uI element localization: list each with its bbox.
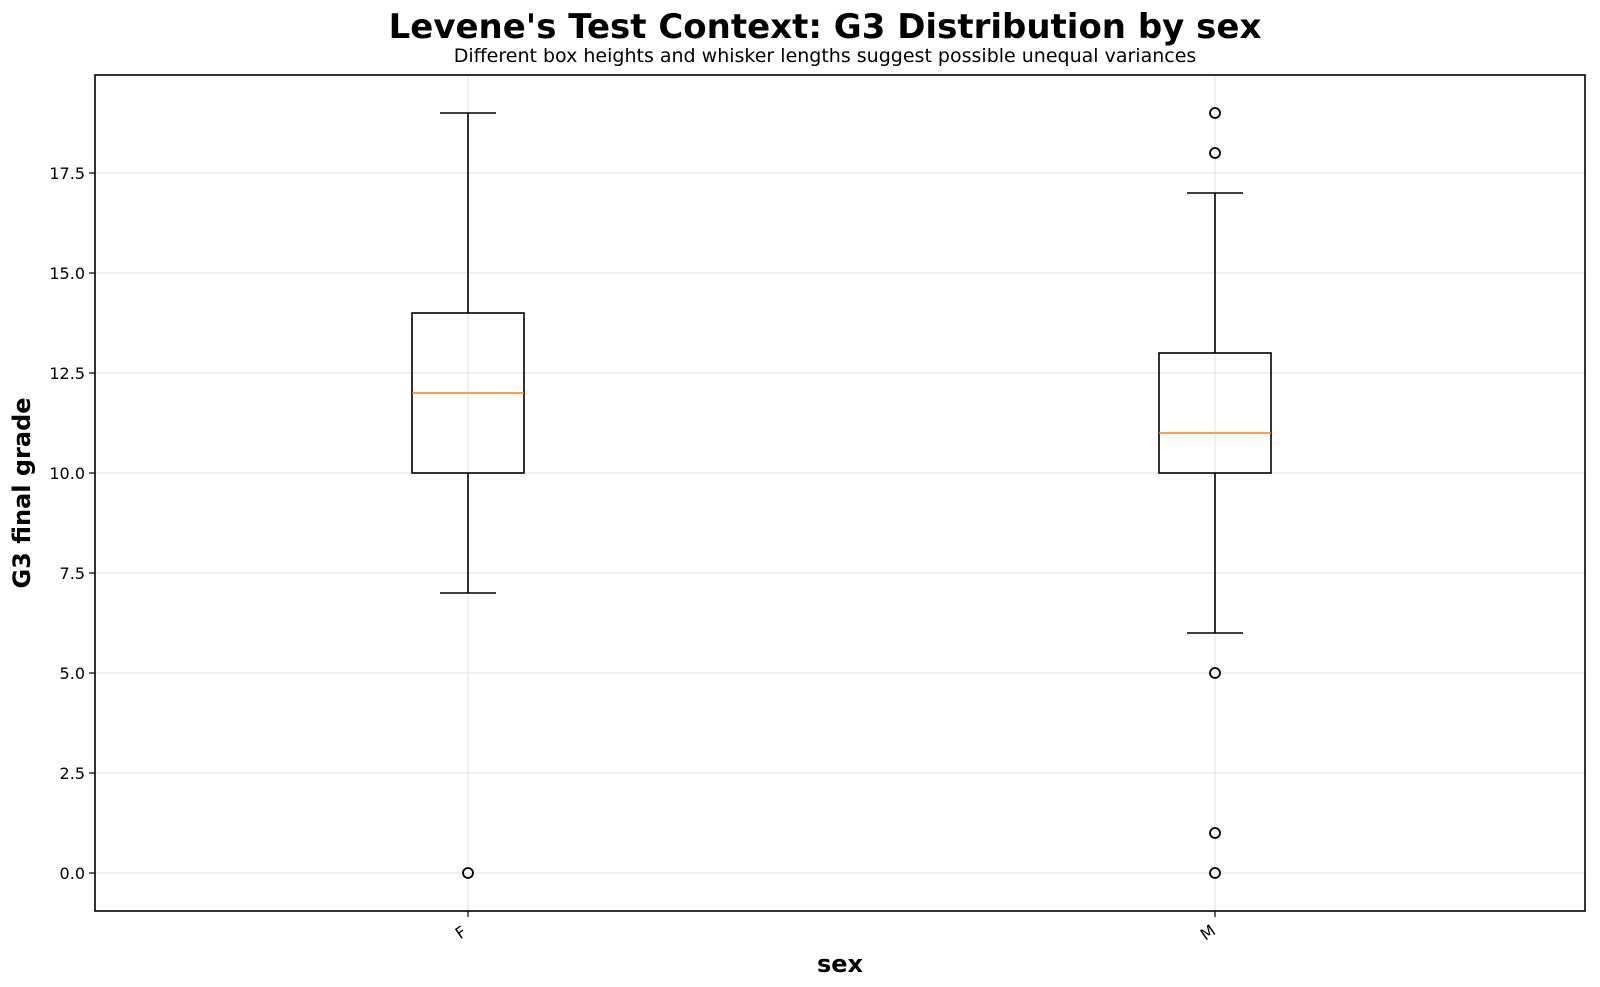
- x-tick-label: M: [1197, 921, 1219, 944]
- outlier-point: [1209, 867, 1221, 879]
- y-tick-label: 5.0: [60, 664, 85, 683]
- y-tick-label: 15.0: [49, 264, 85, 283]
- box-group-f: [411, 112, 525, 879]
- grid-lines: [95, 75, 1585, 911]
- outlier-point: [1209, 827, 1221, 839]
- iqr-box: [1158, 352, 1272, 474]
- x-tick-label: F: [452, 922, 470, 943]
- box-series: [411, 107, 1272, 879]
- y-tick-label: 7.5: [60, 564, 85, 583]
- y-tick-label: 10.0: [49, 464, 85, 483]
- y-axis-label: G3 final grade: [8, 397, 36, 588]
- plot-frame: [94, 74, 1586, 912]
- box-group-m: [1158, 107, 1272, 879]
- y-tick-label: 17.5: [49, 164, 85, 183]
- y-tick-label: 12.5: [49, 364, 85, 383]
- outlier-point: [1209, 667, 1221, 679]
- y-axis-ticks: 0.0 2.5 5.0 7.5 10.0 12.5 15.0 17.5: [49, 164, 95, 883]
- outlier-point: [1209, 107, 1221, 119]
- outlier-point: [1209, 147, 1221, 159]
- x-axis-label: sex: [817, 950, 864, 978]
- chart-title: Levene's Test Context: G3 Distribution b…: [389, 7, 1262, 47]
- chart-subtitle: Different box heights and whisker length…: [454, 45, 1197, 67]
- outlier-point: [462, 867, 474, 879]
- y-tick-label: 0.0: [60, 864, 85, 883]
- y-tick-label: 2.5: [60, 764, 85, 783]
